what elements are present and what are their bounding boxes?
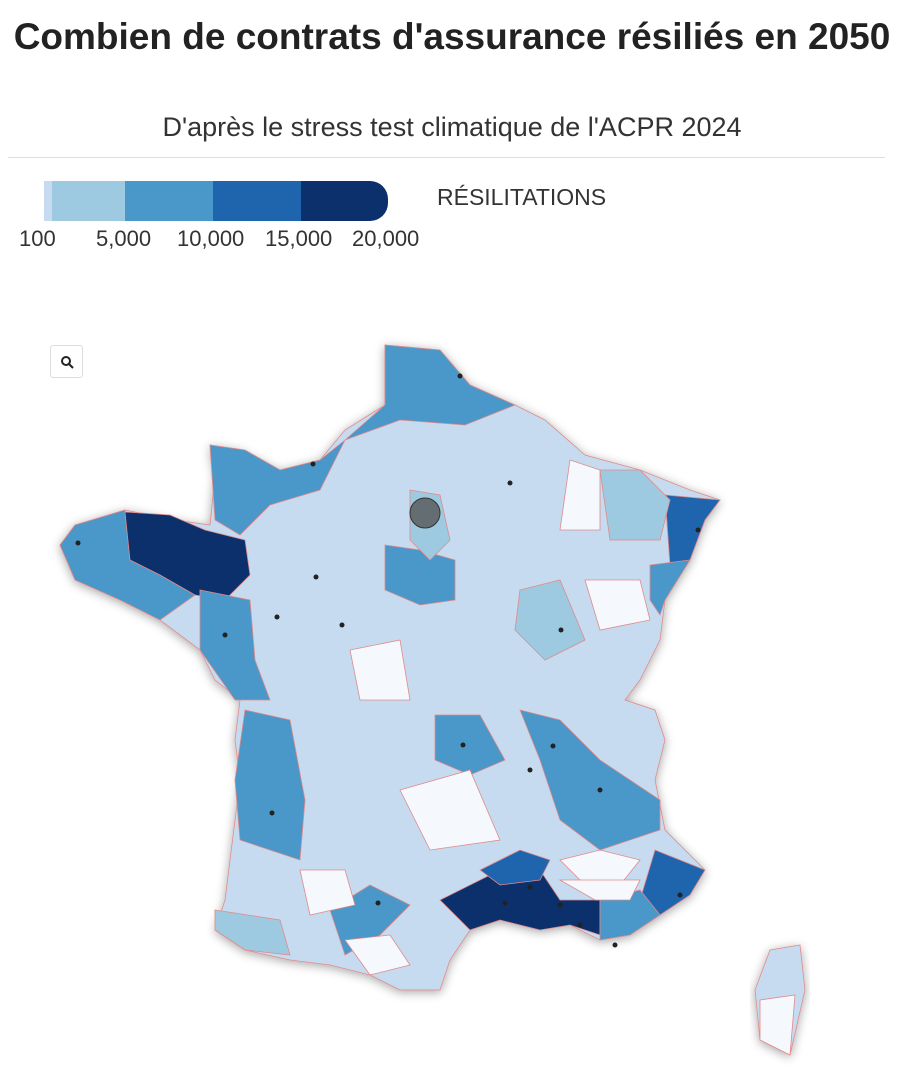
city-marker — [612, 942, 618, 948]
city-marker — [557, 902, 563, 908]
department[interactable] — [199, 589, 271, 701]
department[interactable] — [559, 849, 641, 886]
department[interactable] — [558, 879, 641, 901]
city-marker — [375, 900, 381, 906]
city-marker — [274, 614, 280, 620]
city-marker — [677, 892, 683, 898]
city-marker — [695, 527, 701, 533]
zoom-button[interactable] — [50, 345, 83, 378]
city-marker — [313, 574, 319, 580]
department[interactable] — [649, 559, 691, 616]
department[interactable] — [479, 849, 551, 886]
department[interactable] — [234, 709, 306, 861]
department[interactable] — [559, 459, 601, 531]
chart-subtitle: D'après le stress test climatique de l'A… — [162, 112, 742, 142]
city-marker — [457, 373, 463, 379]
city-marker — [597, 787, 603, 793]
department[interactable] — [599, 469, 671, 541]
department[interactable] — [639, 849, 706, 916]
city-marker — [339, 622, 345, 628]
department[interactable] — [214, 909, 291, 956]
legend-color-scale — [44, 181, 388, 221]
department[interactable] — [399, 769, 501, 851]
city-marker — [75, 540, 81, 546]
city-marker — [527, 767, 533, 773]
department[interactable] — [514, 579, 586, 661]
department[interactable] — [344, 344, 517, 441]
city-marker — [550, 743, 556, 749]
legend-tick: 10,000 — [177, 226, 245, 251]
legend-tick: 100 — [19, 226, 56, 251]
legend-tick: 15,000 — [265, 226, 333, 251]
city-marker — [460, 742, 466, 748]
department[interactable] — [759, 994, 796, 1056]
legend-swatch — [125, 181, 213, 221]
legend-swatch — [213, 181, 301, 221]
department[interactable] — [664, 494, 721, 566]
legend-tick: 5,000 — [96, 226, 152, 251]
divider — [8, 157, 885, 158]
department[interactable] — [349, 639, 411, 701]
department[interactable] — [434, 714, 506, 776]
search-icon — [60, 355, 74, 369]
department[interactable] — [344, 934, 411, 976]
department[interactable] — [584, 579, 651, 631]
legend-swatch — [52, 181, 125, 221]
city-marker — [269, 810, 275, 816]
legend-tick: 20,000 — [352, 226, 420, 251]
city-marker — [502, 900, 508, 906]
city-marker — [558, 627, 564, 633]
paris-highlight[interactable] — [409, 497, 441, 529]
city-marker — [527, 884, 533, 890]
city-marker — [222, 632, 228, 638]
department[interactable] — [124, 511, 251, 601]
legend-title: RÉSILITATIONS — [437, 184, 607, 210]
legend-swatch — [301, 181, 388, 221]
city-marker — [577, 922, 583, 928]
legend-swatch — [44, 181, 52, 221]
chart-title: Combien de contrats d'assurance résiliés… — [13, 16, 891, 57]
city-marker — [310, 461, 316, 467]
city-marker — [507, 480, 513, 486]
department[interactable] — [299, 869, 356, 916]
